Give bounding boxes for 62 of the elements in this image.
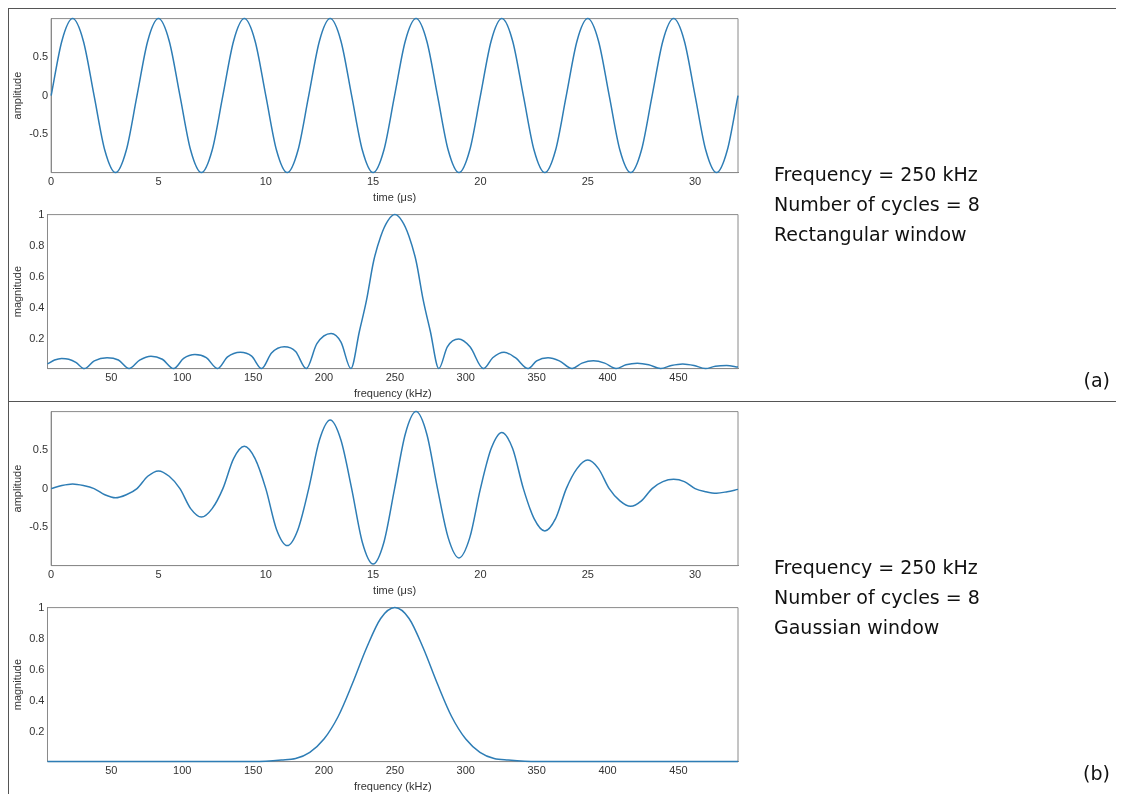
x-tick-label: 350 [527,764,546,777]
x-tick-label: 200 [314,764,334,777]
y-axis-title: amplitude [10,464,23,513]
x-tick-label: 300 [456,371,475,384]
y-tick-label: 1 [38,207,45,220]
x-tick-label: 450 [669,371,688,384]
x-tick-label: 250 [385,371,405,384]
x-tick-label: 30 [688,175,702,188]
x-tick-label: 50 [105,764,118,777]
x-tick-label: 100 [173,371,192,384]
x-tick-label: 10 [259,175,272,188]
text: Frequency = 250 kHz [774,162,979,187]
text: Gaussian window [774,615,941,640]
x-tick-label: 200 [314,371,334,384]
x-tick-label: 300 [456,764,475,777]
x-tick-label: 20 [474,175,487,188]
x-tick-label: 20 [474,568,487,581]
text: Number of cycles = 8 [774,192,980,217]
text: Number of cycles = 8 [774,585,980,610]
x-tick-label: 15 [366,175,380,188]
x-tick-label: 15 [366,568,380,581]
x-tick-label: 100 [173,764,192,777]
y-tick-label: 0.5 [32,50,49,63]
x-tick-label: 250 [385,764,405,777]
x-tick-label: 400 [598,764,617,777]
y-tick-label: 0.4 [29,693,45,706]
y-axis-title: magnitude [10,265,23,318]
y-tick-label: -0.5 [29,520,49,533]
y-tick-label: 0.6 [29,269,45,282]
y-tick-label: 1 [38,600,45,613]
y-tick-label: -0.5 [29,127,49,140]
x-tick-label: 50 [105,371,118,384]
text: Rectangular window [774,222,968,247]
x-tick-label: 5 [155,568,162,581]
y-tick-label: 0.8 [29,631,45,644]
y-tick-label: 0.6 [29,662,45,675]
x-tick-label: 25 [581,568,594,581]
x-tick-label: 350 [527,371,546,384]
y-tick-label: 0.2 [29,725,45,738]
x-tick-label: 400 [598,371,617,384]
text: (b) [1083,762,1110,784]
y-tick-label: 0.4 [29,300,45,313]
x-tick-label: 150 [243,371,263,384]
x-tick-label: 25 [581,175,594,188]
y-tick-label: 0.8 [29,238,45,251]
x-axis-title: time (μs) [373,191,417,204]
text: (a) [1083,369,1110,391]
y-axis-title: amplitude [10,71,23,120]
x-axis-title: time (μs) [373,584,417,597]
y-tick-label: 0.2 [29,332,45,345]
y-axis-title: magnitude [10,658,23,711]
x-tick-label: 150 [243,764,263,777]
y-tick-label: 0.5 [32,443,49,456]
x-tick-label: 450 [669,764,688,777]
x-axis-title: frequency (kHz) [353,780,432,793]
x-tick-label: 5 [155,175,162,188]
x-axis-title: frequency (kHz) [353,387,432,400]
text: Frequency = 250 kHz [774,555,979,580]
y-tick-label: 0 [42,88,49,101]
x-tick-label: 30 [688,568,702,581]
y-tick-label: 0 [42,481,49,494]
x-tick-label: 10 [259,568,272,581]
